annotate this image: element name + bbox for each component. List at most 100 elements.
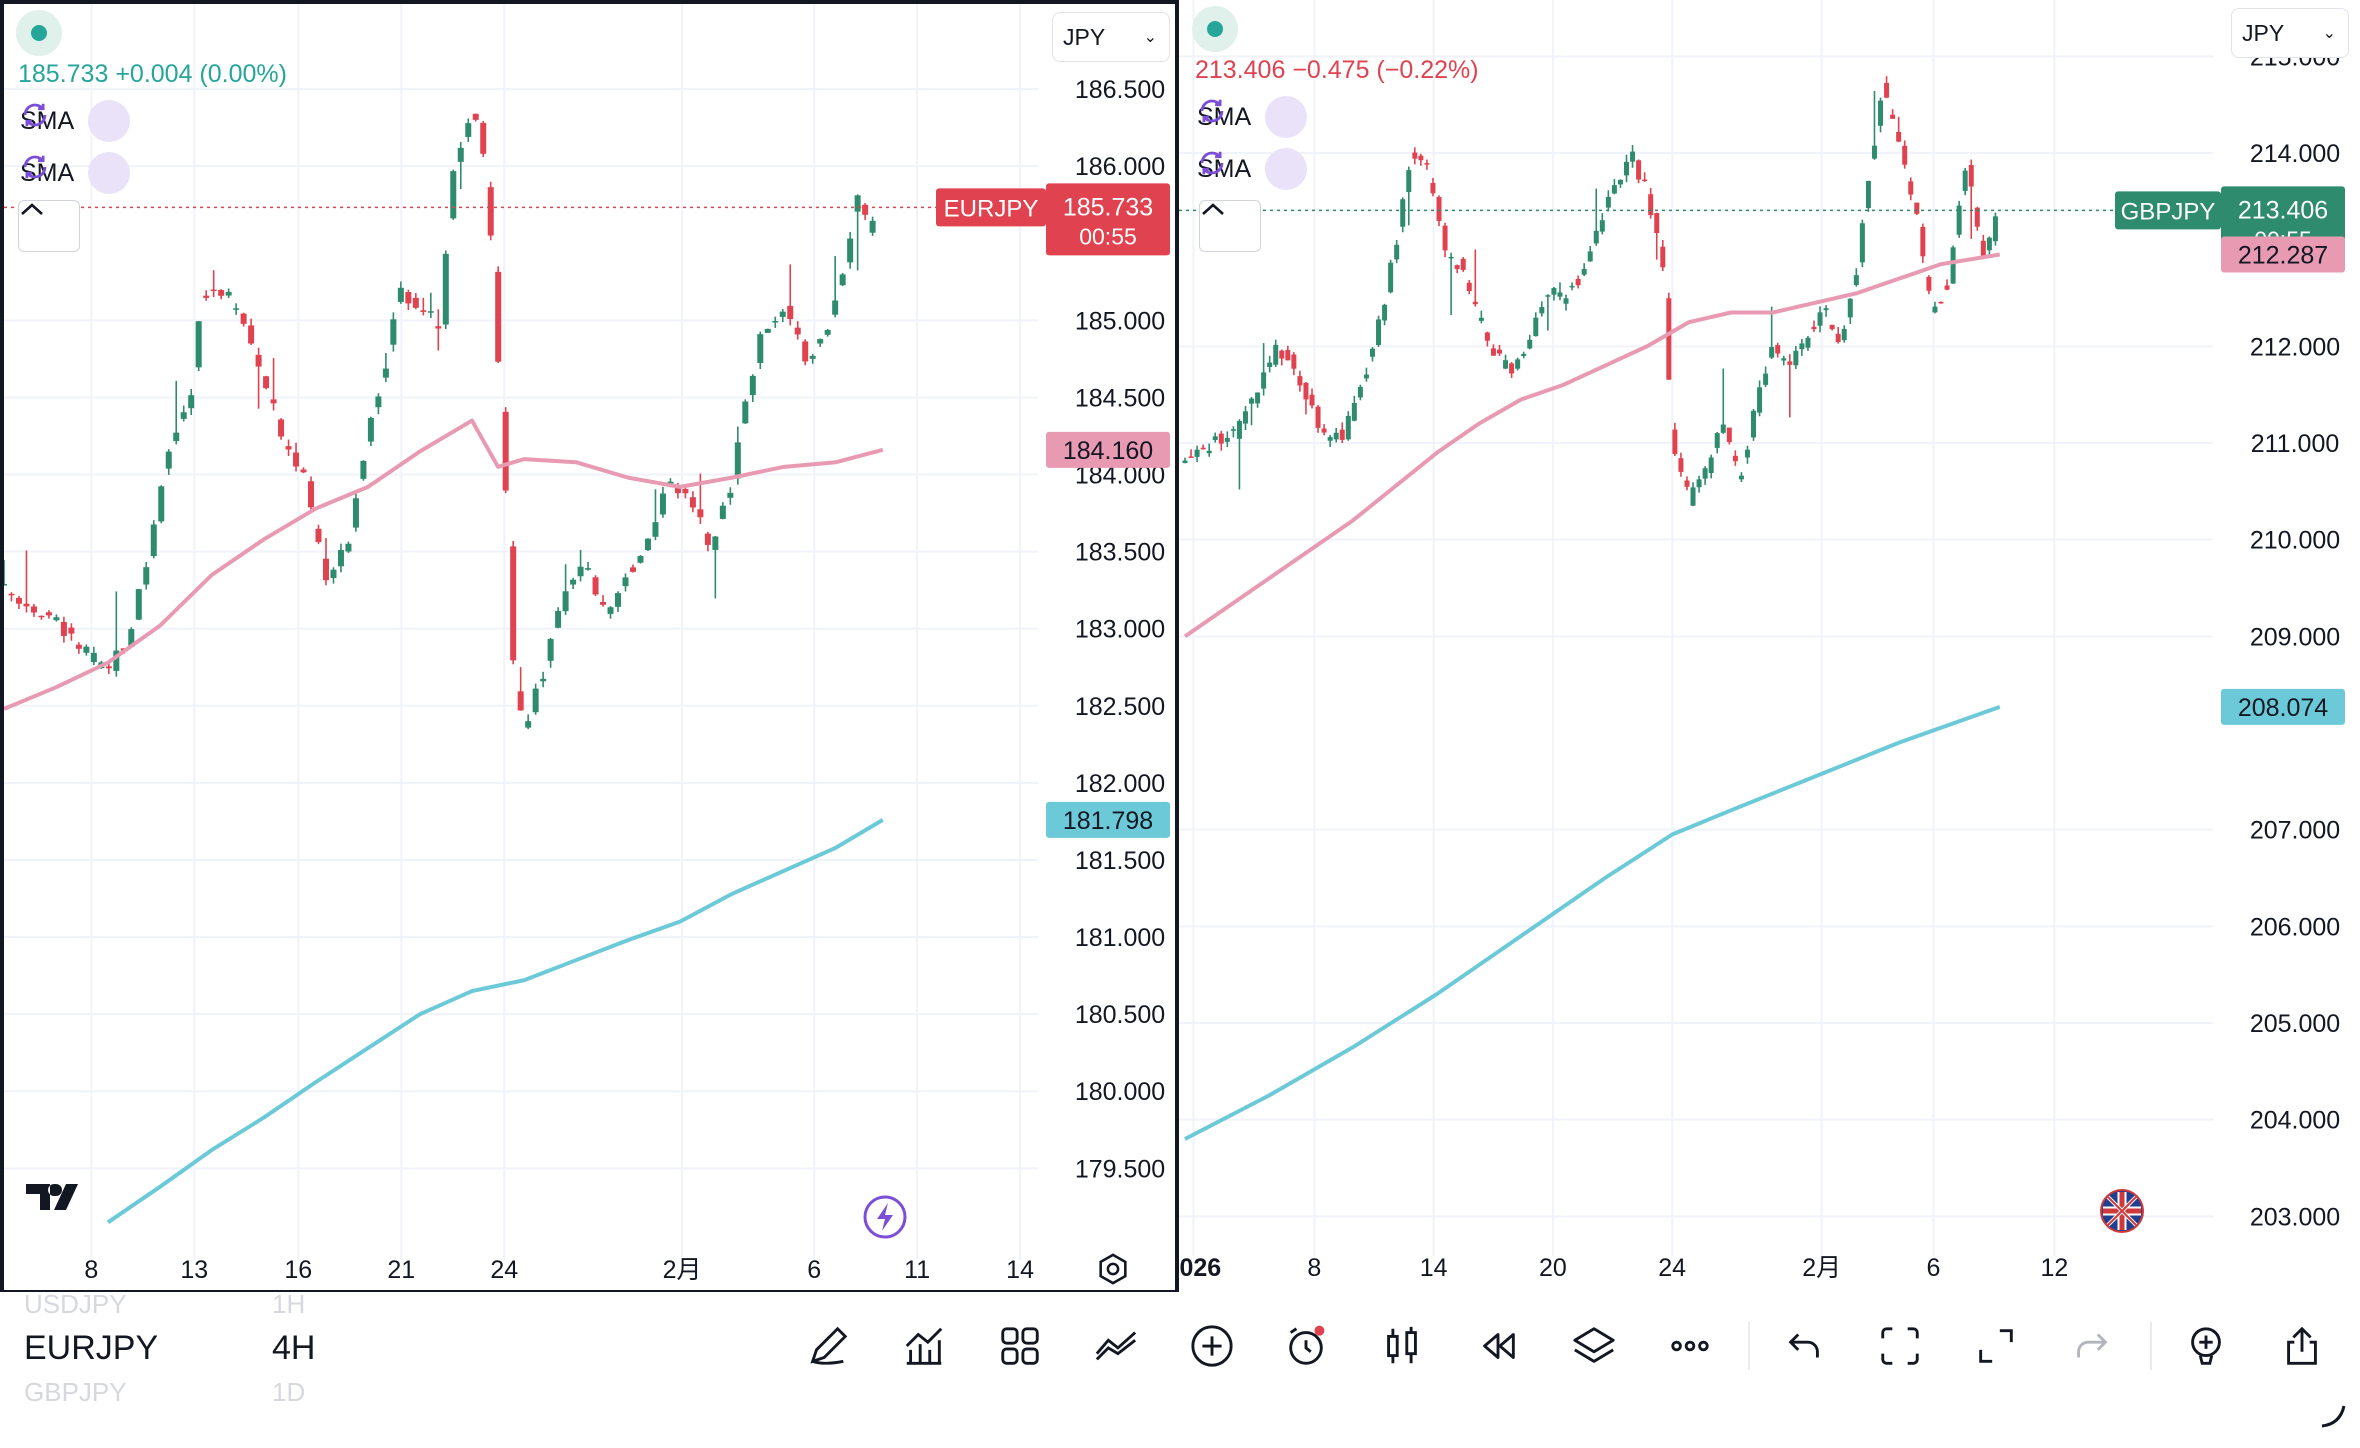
candle-body [779, 311, 786, 317]
refresh-icon[interactable] [1200, 96, 1308, 138]
candle-body [1212, 436, 1218, 441]
chart-pane-gbpjpy[interactable]: 215.000214.000212.000211.000210.000209.0… [1179, 0, 2360, 1292]
candle-body [1920, 226, 1926, 257]
y-tick-label: 211.000 [2251, 430, 2340, 458]
indicator-sma-1[interactable]: SMA [20, 100, 131, 142]
candle-body [847, 238, 854, 263]
candle-body [862, 204, 869, 215]
candle-body [1309, 394, 1315, 406]
currency-select[interactable]: JPY ⌄ [2231, 8, 2349, 58]
candle-body [1672, 429, 1678, 454]
indicator-sma-1[interactable]: SMA [1197, 96, 1308, 138]
candle-body [592, 577, 599, 595]
currency-select[interactable]: JPY ⌄ [1052, 12, 1170, 62]
candle-body [1472, 301, 1478, 305]
layouts-icon[interactable] [990, 1316, 1050, 1376]
candle-body [1333, 432, 1339, 440]
pen-icon[interactable] [798, 1316, 858, 1376]
refresh-icon[interactable] [23, 100, 131, 142]
candle-body [532, 688, 539, 713]
candle-body [1182, 460, 1188, 464]
candle-body [787, 305, 794, 320]
candle-body [652, 522, 659, 537]
more-icon[interactable] [1660, 1316, 1720, 1376]
candle-body [1430, 182, 1436, 194]
alert-icon[interactable] [1276, 1316, 1336, 1376]
candle-body [1484, 332, 1490, 341]
candle-body [1956, 205, 1962, 235]
uk-flag-icon[interactable] [2099, 1188, 2145, 1234]
fullscreen-icon[interactable] [1966, 1316, 2026, 1376]
layers-icon[interactable] [1564, 1316, 1624, 1376]
sma-slow-badge [1046, 801, 1170, 838]
y-tick-label: 205.000 [2250, 1010, 2340, 1038]
candle-body [1914, 202, 1920, 214]
candle-body [600, 602, 607, 605]
candle-body [712, 536, 719, 550]
indicators-icon[interactable] [894, 1316, 954, 1376]
candle-body [1321, 428, 1327, 433]
candle-body [1345, 415, 1351, 440]
candle-body [517, 691, 524, 711]
x-tick-label: 21 [387, 1256, 415, 1284]
screenshot-icon[interactable] [1870, 1316, 1930, 1376]
eurjpy-chart-canvas[interactable]: 186.500186.000185.000184.500184.000183.5… [4, 4, 1179, 1294]
candle-body [689, 497, 696, 508]
candle-body [1708, 457, 1714, 473]
undo-icon[interactable] [1774, 1316, 1834, 1376]
chart-type-icon[interactable] [1372, 1316, 1432, 1376]
lightning-icon[interactable] [862, 1194, 908, 1240]
add-icon[interactable] [1182, 1316, 1242, 1376]
candle-body [742, 401, 749, 424]
candle-body [615, 593, 622, 607]
candle-body [1890, 114, 1896, 119]
compare-icon[interactable] [1086, 1316, 1146, 1376]
symbol-row[interactable]: USDJPY 1H [24, 1289, 306, 1319]
symbol-tag [2115, 191, 2221, 230]
candle-body [397, 287, 404, 302]
x-tick-label: 16 [284, 1256, 312, 1284]
zoom-icon[interactable] [2176, 1316, 2236, 1376]
y-tick-label: 184.500 [1075, 384, 1165, 412]
candle-body [1654, 213, 1660, 234]
indicator-sma-2[interactable]: SMA [1197, 148, 1308, 190]
y-tick-label: 183.500 [1075, 539, 1165, 567]
candle-body [562, 591, 569, 612]
collapse-legend-button[interactable] [1199, 200, 1261, 252]
sma-fast-badge [2221, 236, 2345, 273]
redo-icon[interactable] [2062, 1316, 2122, 1376]
candle-body [270, 399, 277, 404]
symbol-row[interactable]: GBPJPY 1D [24, 1377, 306, 1407]
candle-body [629, 567, 636, 572]
candle-body [1557, 292, 1563, 297]
candle-body [135, 589, 142, 620]
candle-body [1412, 152, 1418, 159]
candle-body [1775, 345, 1781, 354]
currency-value: JPY [2242, 19, 2285, 46]
replay-icon[interactable] [1468, 1316, 1528, 1376]
candle-body [1351, 402, 1357, 421]
collapse-legend-button[interactable] [18, 200, 80, 252]
symbol-row-active[interactable]: EURJPY 4H [24, 1329, 316, 1367]
refresh-icon[interactable] [23, 152, 131, 194]
settings-icon[interactable] [1096, 1252, 1130, 1286]
candle-body [1853, 275, 1859, 286]
candle-body [1376, 319, 1382, 346]
indicator-sma-2[interactable]: SMA [20, 152, 131, 194]
candle-body [1466, 282, 1472, 292]
candle-body [869, 220, 876, 233]
symbol-list[interactable]: USDJPY 1H EURJPY 4H GBPJPY 1D [24, 1282, 315, 1414]
y-tick-label: 181.000 [1075, 924, 1165, 952]
share-icon[interactable] [2272, 1316, 2332, 1376]
candle-body [734, 442, 741, 479]
gbpjpy-chart-canvas[interactable]: 215.000214.000212.000211.000210.000209.0… [1179, 0, 2360, 1292]
y-tick-label: 204.000 [2250, 1107, 2340, 1135]
candle-body [68, 627, 75, 634]
refresh-icon[interactable] [1200, 148, 1308, 190]
x-tick-label: 2026 [1179, 1254, 1221, 1282]
last-price-label: 213.406 [2238, 196, 2328, 224]
resize-handle-icon[interactable] [2318, 1400, 2348, 1430]
chart-pane-eurjpy[interactable]: 186.500 186.000 185.000 184.500 184.000 183.5… [0, 0, 1179, 1294]
candle-body [23, 603, 30, 607]
sma-fast-badge [1046, 431, 1170, 468]
